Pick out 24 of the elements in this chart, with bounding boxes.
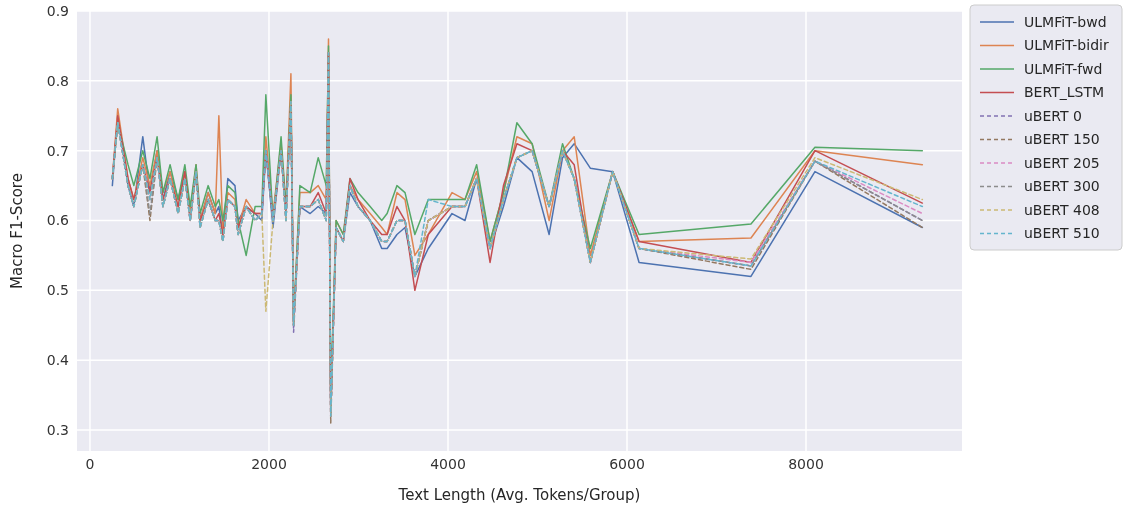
y-tick-label: 0.5 <box>46 282 69 299</box>
y-tick-label: 0.9 <box>46 2 69 19</box>
legend-label: ULMFiT-bidir <box>1024 37 1109 54</box>
legend-label: uBERT 408 <box>1024 201 1100 218</box>
legend-label: BERT_LSTM <box>1024 84 1105 101</box>
x-axis-title: Text Length (Avg. Tokens/Group) <box>397 486 641 504</box>
y-tick-label: 0.3 <box>46 421 69 438</box>
legend-label: uBERT 510 <box>1024 225 1100 242</box>
legend-label: ULMFiT-bwd <box>1024 13 1107 30</box>
legend-label: uBERT 150 <box>1024 131 1100 148</box>
x-tick-label: 8000 <box>788 456 824 472</box>
legend-label: ULMFiT-fwd <box>1024 60 1103 77</box>
y-axis-title: Macro F1-Score <box>8 173 26 289</box>
x-tick-label: 4000 <box>430 456 466 472</box>
y-tick-label: 0.8 <box>46 72 69 89</box>
legend-label: uBERT 0 <box>1024 107 1082 124</box>
y-tick-label: 0.4 <box>46 352 70 369</box>
y-tick-label: 0.7 <box>46 142 69 159</box>
x-tick-label: 2000 <box>251 456 287 472</box>
x-tick-label: 6000 <box>609 456 645 472</box>
x-tick-label: 0 <box>85 456 95 472</box>
legend-label: uBERT 300 <box>1024 178 1100 195</box>
y-tick-label: 0.6 <box>46 212 70 229</box>
legend-label: uBERT 205 <box>1024 154 1100 171</box>
